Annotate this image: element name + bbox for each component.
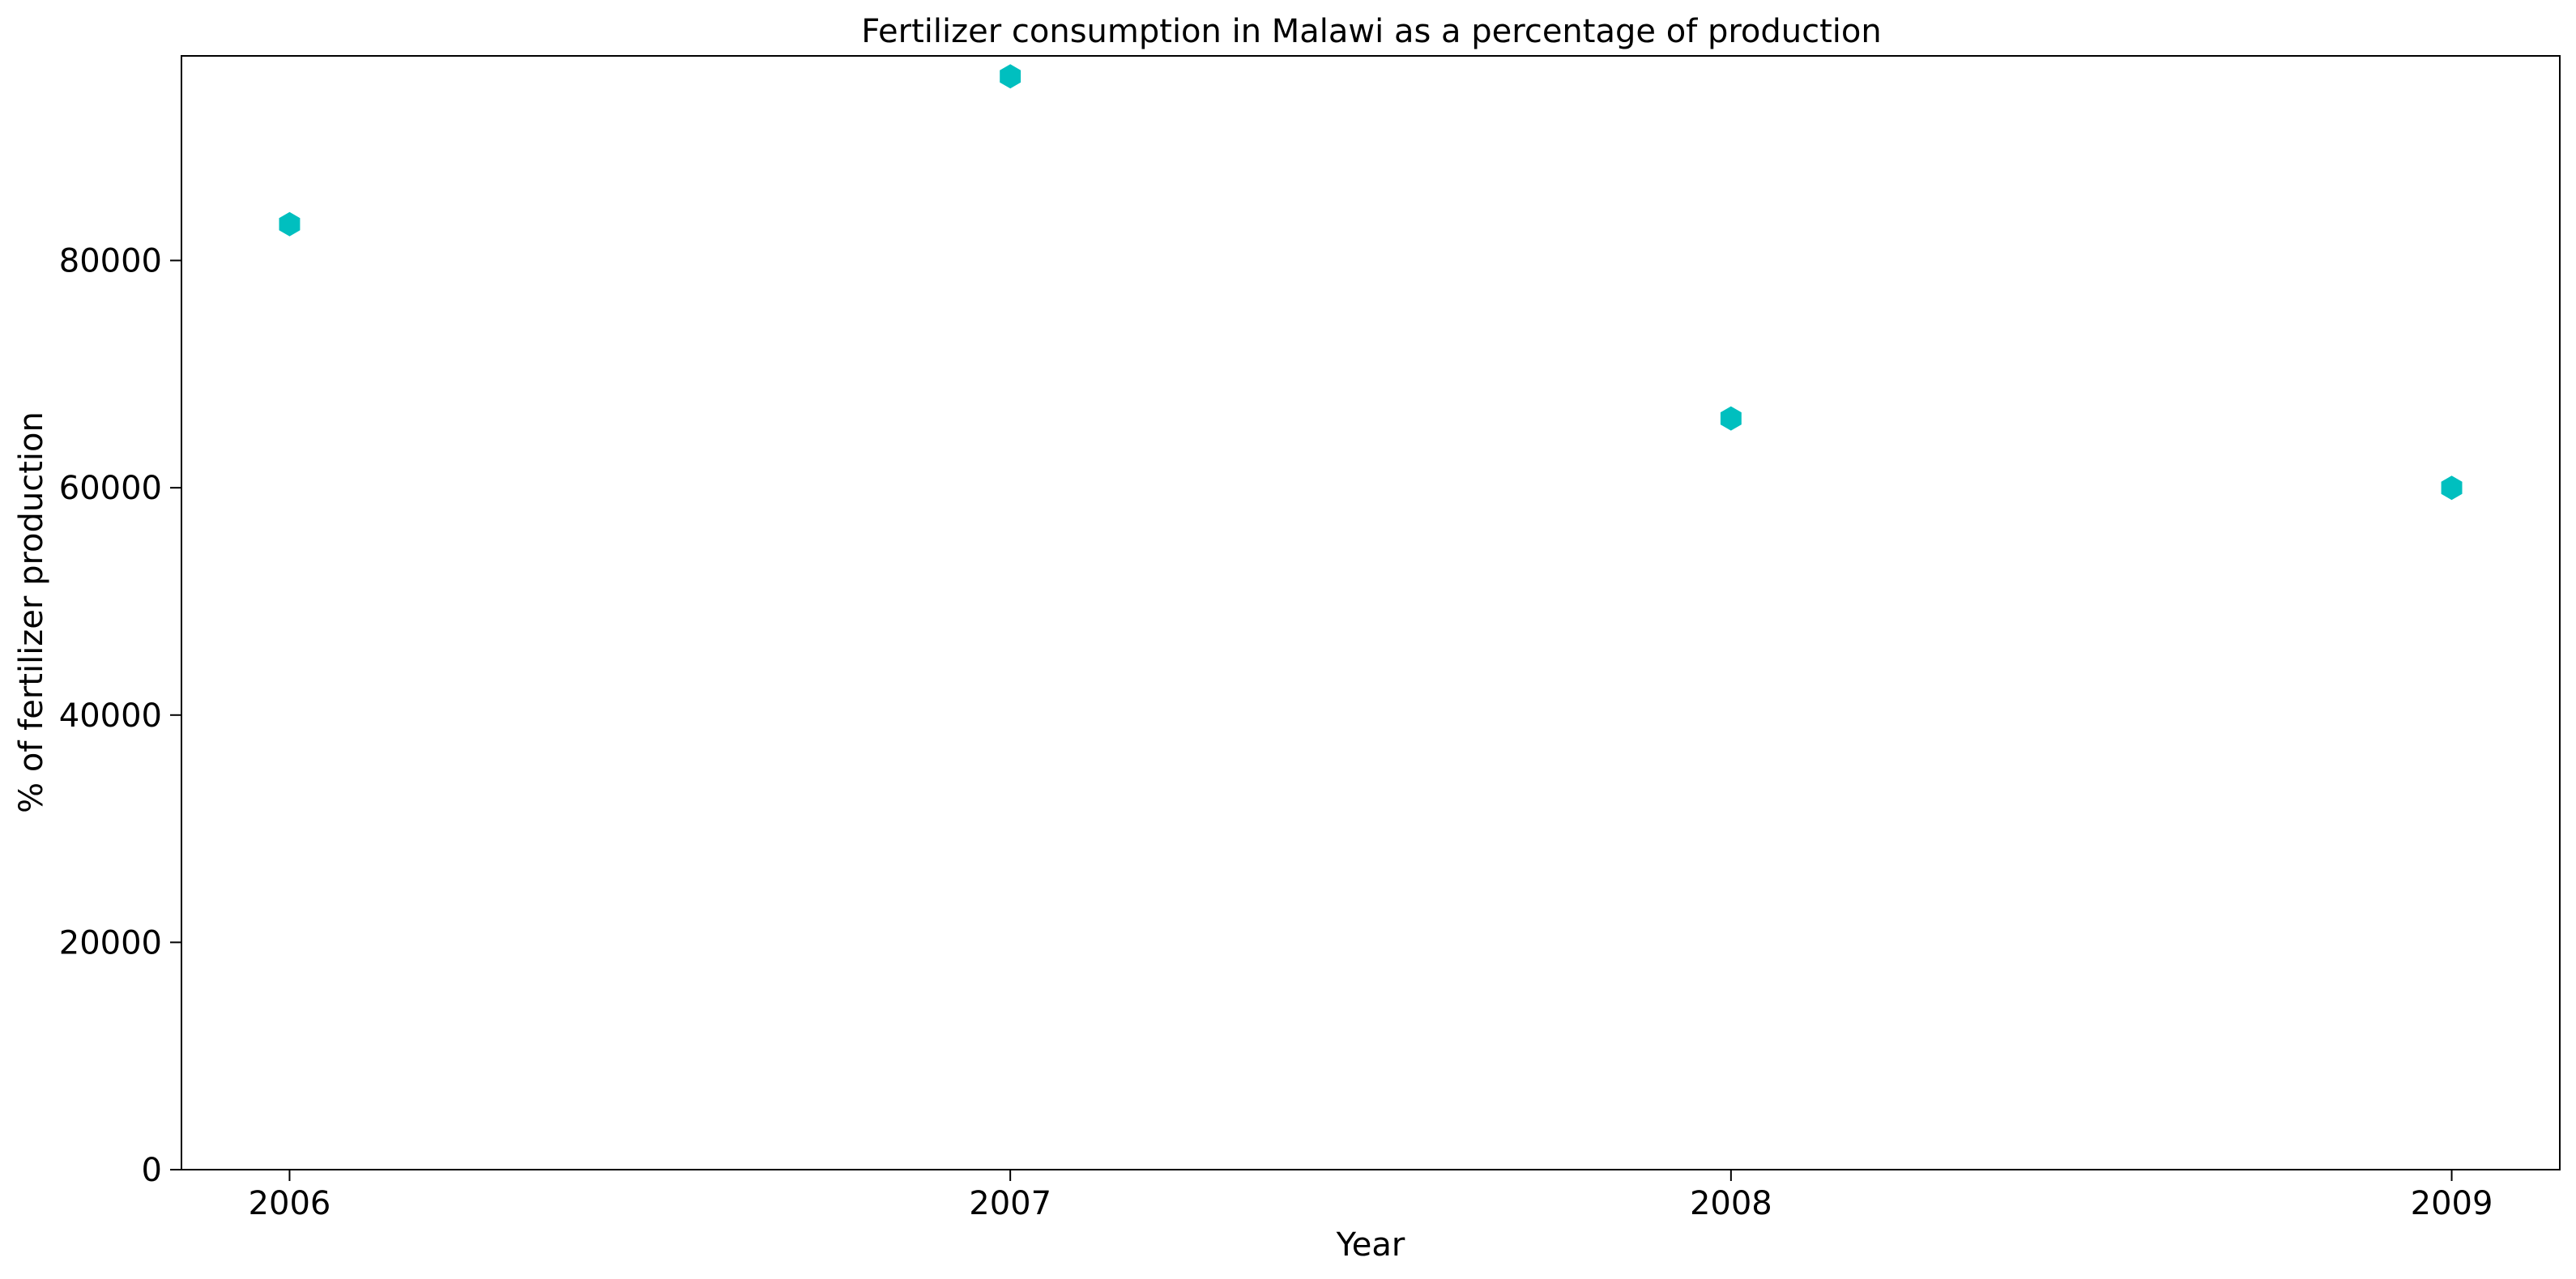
x-axis: 2006 2007 2008 2009 [249,1170,2493,1222]
plot-area [181,55,2561,1170]
y-axis: 0 20000 40000 60000 80000 [59,243,181,1189]
data-point [1000,64,1021,89]
data-points [279,64,2463,501]
y-tick-label: 80000 [59,243,162,280]
data-point [1720,406,1742,431]
x-tick-label: 2008 [1690,1185,1772,1222]
data-point [2441,475,2463,501]
x-axis-label: Year [1336,1226,1405,1264]
y-tick-label: 20000 [59,924,162,961]
x-tick-label: 2009 [2411,1185,2493,1222]
y-axis-label: % of fertilizer production [13,411,50,813]
chart-title: Fertilizer consumption in Malawi as a pe… [861,13,1882,50]
data-point [279,211,301,237]
x-tick-label: 2006 [249,1185,331,1222]
y-tick-label: 0 [142,1152,162,1189]
x-tick-label: 2007 [969,1185,1051,1222]
y-tick-label: 60000 [59,470,162,507]
y-tick-label: 40000 [59,697,162,735]
